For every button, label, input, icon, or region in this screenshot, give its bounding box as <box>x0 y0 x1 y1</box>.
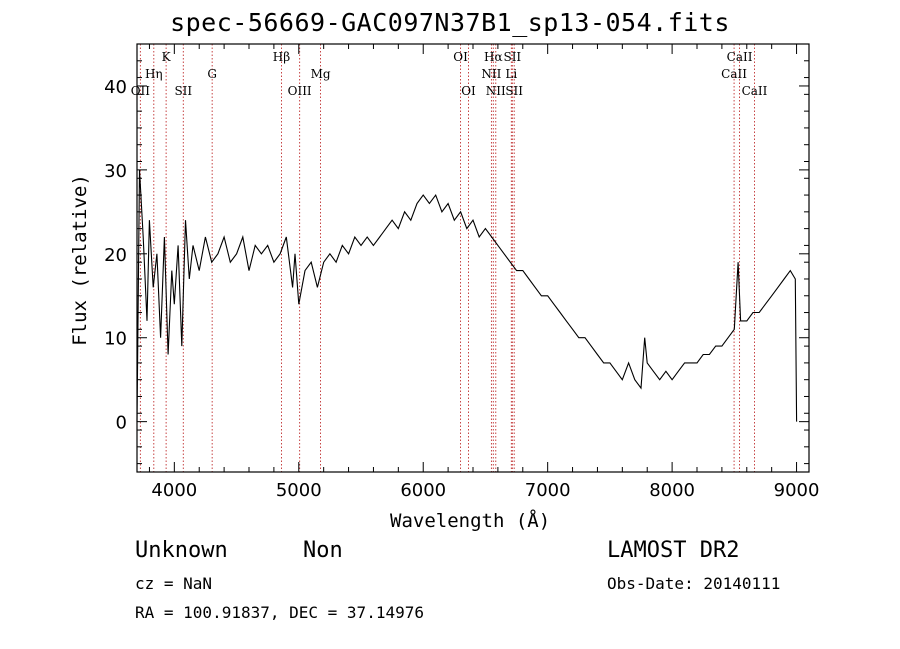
obs-date: Obs-Date: 20140111 <box>607 574 781 593</box>
axis-ticks: 4000 5000 6000 7000 8000 9000 0 10 20 30 40 <box>104 43 820 501</box>
line-label: OI <box>453 50 468 64</box>
line-label: Li <box>505 67 517 81</box>
spectrum-series <box>136 169 798 422</box>
line-label: SII <box>503 50 521 64</box>
plot-frame <box>136 43 810 473</box>
line-label: G <box>207 67 217 81</box>
x-tick-label: 7000 <box>525 480 571 501</box>
chart-title: spec-56669-GAC097N37B1_sp13-054.fits <box>170 8 730 37</box>
line-label: OIII <box>288 84 312 98</box>
line-label: SII <box>505 84 523 98</box>
line-label: OII <box>131 84 151 98</box>
survey-name: LAMOST DR2 <box>607 538 740 563</box>
line-label: CaII <box>721 67 747 81</box>
line-label: Hβ <box>273 50 290 64</box>
x-tick-label: 9000 <box>774 480 820 501</box>
line-markers <box>139 44 755 472</box>
y-tick-label: 40 <box>104 77 127 98</box>
x-axis-label: Wavelength (Å) <box>390 510 551 532</box>
line-label: CaII <box>727 50 753 64</box>
y-axis-label: Flux (relative) <box>69 174 91 346</box>
object-class: Unknown <box>135 538 228 563</box>
coordinates: RA = 100.91837, DEC = 37.14976 <box>135 603 424 622</box>
line-label: Hα <box>484 50 503 64</box>
y-tick-label: 30 <box>104 161 127 182</box>
y-tick-label: 0 <box>116 413 127 434</box>
line-label: NII <box>486 84 506 98</box>
line-label: SII <box>174 84 192 98</box>
object-subclass: Non <box>303 538 343 563</box>
line-label: K <box>162 50 172 64</box>
line-label: OI <box>461 84 476 98</box>
line-label: Hη <box>145 67 163 81</box>
y-tick-label: 10 <box>104 329 127 350</box>
y-tick-label: 20 <box>104 245 127 266</box>
line-label: NII <box>481 67 501 81</box>
line-labels: OIIHηKSIIGHβOIIIMgOIOIHαNIINIISIILiSIICa… <box>131 50 768 98</box>
line-label: CaII <box>742 84 768 98</box>
x-tick-label: 4000 <box>151 480 197 501</box>
line-label: Mg <box>311 67 331 81</box>
x-tick-label: 5000 <box>276 480 322 501</box>
cz-value: cz = NaN <box>135 574 213 593</box>
x-tick-label: 6000 <box>400 480 446 501</box>
x-tick-label: 8000 <box>649 480 695 501</box>
